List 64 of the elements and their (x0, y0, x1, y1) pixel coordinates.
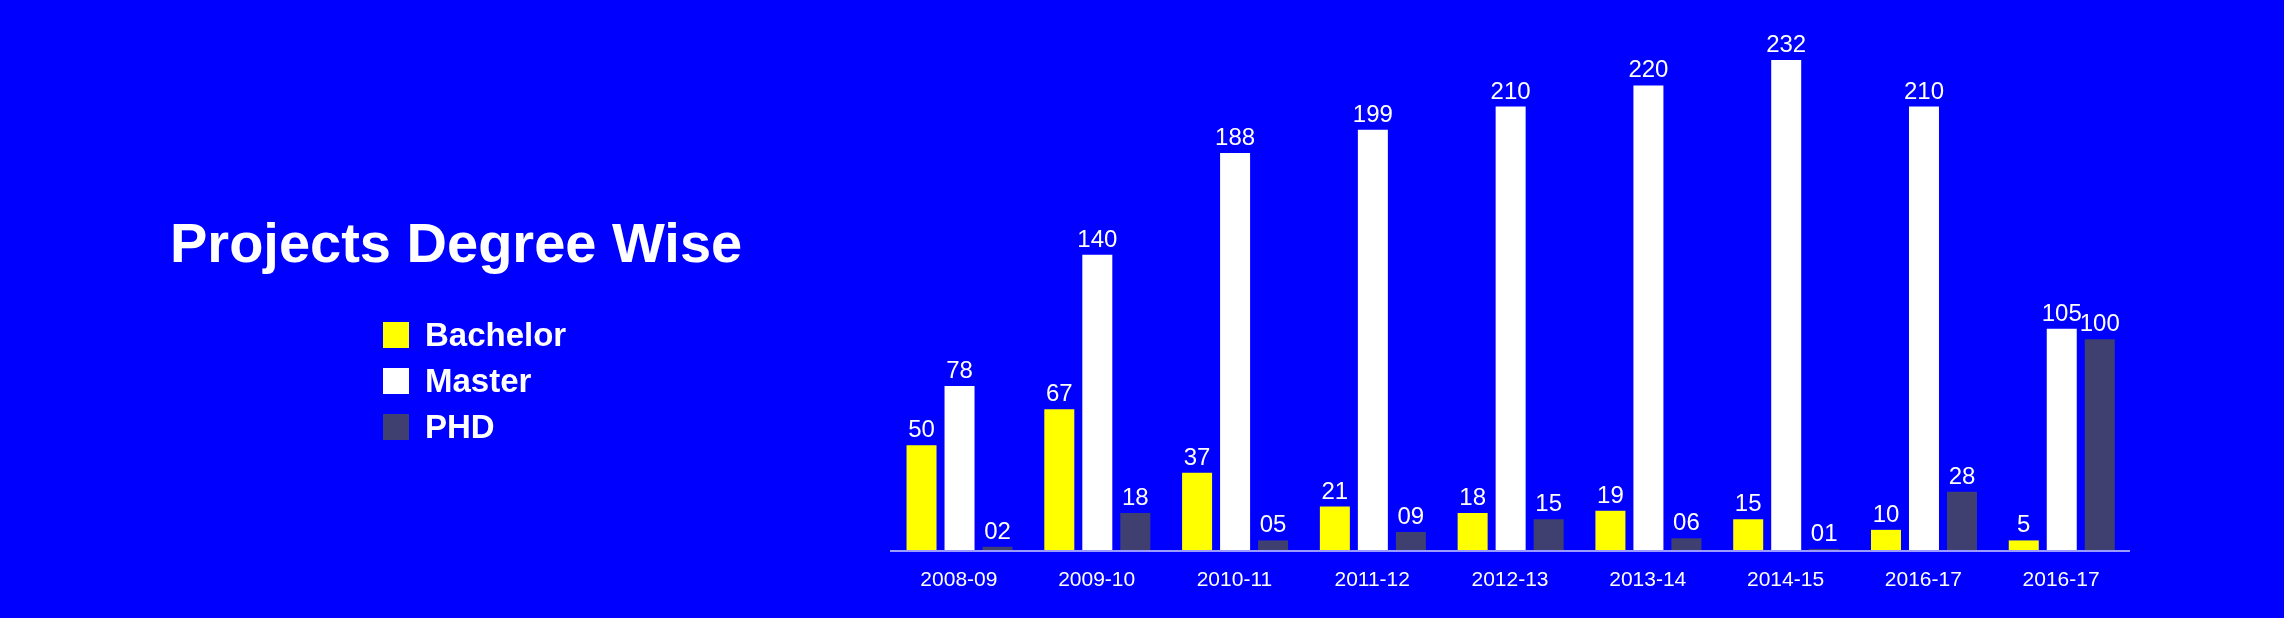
data-label: 210 (1490, 76, 1531, 104)
data-label: 10 (1872, 499, 1900, 527)
data-label: 140 (1077, 224, 1118, 252)
bar (1457, 512, 1488, 551)
data-label: 02 (984, 516, 1011, 544)
data-label: 05 (1259, 510, 1287, 538)
x-tick-label: 2013-14 (1609, 566, 1687, 590)
x-tick-label: 2016-17 (1884, 566, 1962, 590)
data-label: 37 (1183, 442, 1211, 470)
bar (1633, 85, 1664, 551)
data-label: 188 (1215, 123, 1256, 151)
bar (944, 385, 975, 551)
bar (2084, 339, 2115, 551)
data-label: 19 (1597, 480, 1624, 508)
bar (1733, 519, 1764, 551)
bar (1258, 540, 1289, 551)
text: Projects Degree Wise (170, 210, 743, 275)
data-label: 15 (1734, 489, 1762, 517)
data-label: 06 (1673, 508, 1700, 536)
bar (1044, 409, 1075, 551)
bar (1395, 531, 1426, 551)
data-label: 09 (1397, 501, 1425, 529)
data-label: 105 (2041, 298, 2082, 326)
bar (1495, 106, 1526, 551)
data-label: 18 (1121, 482, 1149, 510)
bar (1120, 512, 1151, 551)
bar (1870, 529, 1901, 551)
data-label: 01 (1810, 518, 1838, 546)
bar (2046, 328, 2077, 551)
bar (906, 445, 937, 551)
data-label: 5 (2017, 510, 2031, 538)
x-tick-label: 2011-12 (1334, 566, 1410, 590)
bar (1671, 538, 1702, 551)
data-label: 220 (1628, 55, 1669, 83)
data-label: 21 (1321, 476, 1349, 504)
x-tick-label: 2008-09 (920, 566, 998, 590)
data-label: 78 (946, 355, 973, 383)
x-tick-label: 2010-11 (1196, 566, 1273, 590)
legend-label: PHD (425, 408, 495, 446)
data-label: 210 (1903, 76, 1944, 104)
legend-label: Bachelor (425, 316, 567, 354)
bar (1319, 506, 1350, 551)
data-label: 28 (1948, 461, 1976, 489)
bar (1946, 491, 1977, 551)
data-label: 15 (1535, 489, 1562, 517)
bar (1182, 472, 1213, 551)
legend-label: Master (425, 362, 532, 400)
bar (1082, 254, 1113, 551)
data-label: 18 (1459, 482, 1486, 510)
data-label: 50 (908, 415, 935, 443)
x-tick-label: 2014-15 (1747, 566, 1825, 590)
data-label: 199 (1352, 99, 1393, 127)
bar (1908, 106, 1939, 551)
bar (1595, 510, 1626, 551)
bar (1357, 129, 1388, 551)
x-tick-label: 2016-17 (2022, 566, 2100, 590)
bar (1533, 519, 1564, 551)
bar (2008, 540, 2039, 551)
data-label: 67 (1045, 379, 1073, 407)
bar (1220, 153, 1251, 551)
bar (1771, 60, 1802, 551)
x-tick-label: 2009-10 (1058, 566, 1136, 590)
data-label: 232 (1766, 30, 1807, 57)
x-tick-label: 2012-13 (1471, 566, 1549, 590)
